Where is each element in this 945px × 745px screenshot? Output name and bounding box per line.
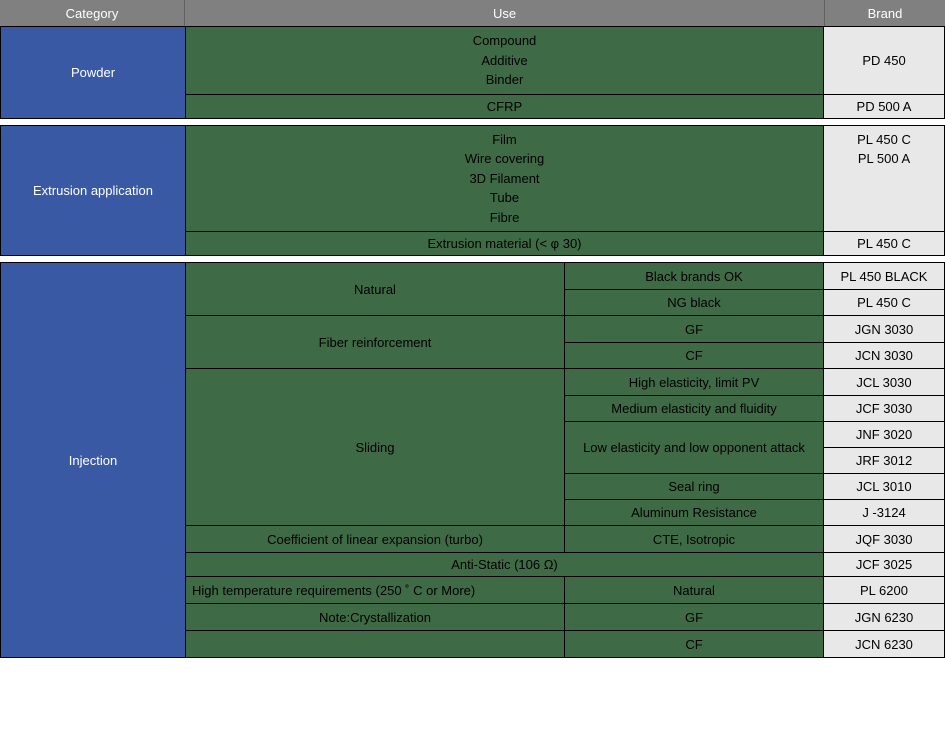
category-injection: Injection	[1, 263, 186, 657]
brand-cell: JCF 3030	[824, 396, 944, 421]
group-sliding: Sliding High elasticity, limit PV JCL 30…	[186, 368, 944, 525]
group-label: Sliding	[186, 369, 565, 525]
use-cell: NG black	[565, 290, 824, 315]
use-cell: High elasticity, limit PV	[565, 369, 824, 395]
brand-cell: PL 450 C	[824, 290, 944, 315]
brand-cell: PL 6200	[824, 577, 944, 603]
table-row: Extrusion material (< φ 30) PL 450 C	[186, 231, 944, 255]
brand-cell: PL 450 C PL 500 A	[824, 126, 944, 232]
use-cell: Extrusion material (< φ 30)	[186, 232, 824, 255]
brand-cell: JCN 6230	[824, 631, 944, 657]
section-powder: Powder Compound Additive Binder PD 450 C…	[0, 26, 945, 119]
section-extrusion: Extrusion application Film Wire covering…	[0, 125, 945, 257]
group-antistatic: Anti-Static (106 Ω) JCF 3025	[186, 552, 944, 576]
group-label: High temperature requirements (250 ˚ C o…	[186, 577, 565, 603]
table-row: High elasticity, limit PV JCL 3030	[565, 369, 944, 395]
table-row: Film Wire covering 3D Filament Tube Fibr…	[186, 126, 944, 232]
group-label: Note:Crystallization	[186, 604, 565, 630]
brand-cell: JGN 6230	[824, 604, 944, 630]
use-cell: Black brands OK	[565, 263, 824, 289]
header-use: Use	[185, 0, 825, 26]
use-cell: GF	[565, 316, 824, 342]
table-row: Seal ring JCL 3010	[565, 473, 944, 499]
group-fiber: Fiber reinforcement GF JGN 3030 CF JCN 3…	[186, 315, 944, 368]
group-natural: Natural Black brands OK PL 450 BLACK NG …	[186, 263, 944, 315]
use-cell: Aluminum Resistance	[565, 500, 824, 525]
section-injection: Injection Natural Black brands OK PL 450…	[0, 262, 945, 658]
use-cell: CFRP	[186, 95, 824, 118]
table-row: Natural PL 6200	[565, 577, 944, 603]
use-cell: Anti-Static (106 Ω)	[186, 553, 824, 576]
table-row: GF JGN 3030	[565, 316, 944, 342]
table-row: Black brands OK PL 450 BLACK	[565, 263, 944, 289]
group-label: Coefficient of linear expansion (turbo)	[186, 526, 565, 552]
use-cell: CF	[565, 343, 824, 368]
table-row: CF JCN 6230	[565, 631, 944, 657]
use-cell: GF	[565, 604, 824, 630]
group-high-temp: High temperature requirements (250 ˚ C o…	[186, 576, 944, 603]
table-header: Category Use Brand	[0, 0, 945, 26]
use-cell: CTE, Isotropic	[565, 526, 824, 552]
table-row: CF JCN 3030	[565, 342, 944, 368]
group-label: Fiber reinforcement	[186, 316, 565, 368]
brand-cell: J -3124	[824, 500, 944, 525]
brand-cell: JCF 3025	[824, 553, 944, 576]
use-cell: Seal ring	[565, 474, 824, 499]
brand-cell: PD 450	[824, 27, 944, 94]
use-cell: Compound Additive Binder	[186, 27, 824, 94]
table-row: Low elasticity and low opponent attack J…	[565, 421, 944, 473]
group-coefficient: Coefficient of linear expansion (turbo) …	[186, 525, 944, 552]
brand-cell: JCL 3010	[824, 474, 944, 499]
table-row: Compound Additive Binder PD 450	[186, 27, 944, 94]
category-powder: Powder	[1, 27, 186, 118]
use-cell: Natural	[565, 577, 824, 603]
group-label	[186, 631, 565, 657]
use-cell: Medium elasticity and fluidity	[565, 396, 824, 421]
table-row: Medium elasticity and fluidity JCF 3030	[565, 395, 944, 421]
brand-cell: PD 500 A	[824, 95, 944, 118]
brand-cell: PL 450 C	[824, 232, 944, 255]
table-row: NG black PL 450 C	[565, 289, 944, 315]
table-row: Aluminum Resistance J -3124	[565, 499, 944, 525]
header-category: Category	[0, 0, 185, 26]
brand-cell: JGN 3030	[824, 316, 944, 342]
table-row: CTE, Isotropic JQF 3030	[565, 526, 944, 552]
group-crystallization: Note:Crystallization GF JGN 6230	[186, 603, 944, 630]
table-row: CFRP PD 500 A	[186, 94, 944, 118]
use-cell: Film Wire covering 3D Filament Tube Fibr…	[186, 126, 824, 232]
brand-cell: JQF 3030	[824, 526, 944, 552]
group-label: Natural	[186, 263, 565, 315]
brand-cell: PL 450 BLACK	[824, 263, 944, 289]
use-cell: CF	[565, 631, 824, 657]
brand-cell: JCL 3030	[824, 369, 944, 395]
group-blank: CF JCN 6230	[186, 630, 944, 657]
product-table: Category Use Brand Powder Compound Addit…	[0, 0, 945, 658]
category-extrusion: Extrusion application	[1, 126, 186, 256]
use-cell: Low elasticity and low opponent attack	[565, 422, 824, 473]
header-brand: Brand	[825, 0, 945, 26]
brand-cell: JCN 3030	[824, 343, 944, 368]
brand-cell: JNF 3020 JRF 3012	[824, 422, 944, 473]
table-row: GF JGN 6230	[565, 604, 944, 630]
